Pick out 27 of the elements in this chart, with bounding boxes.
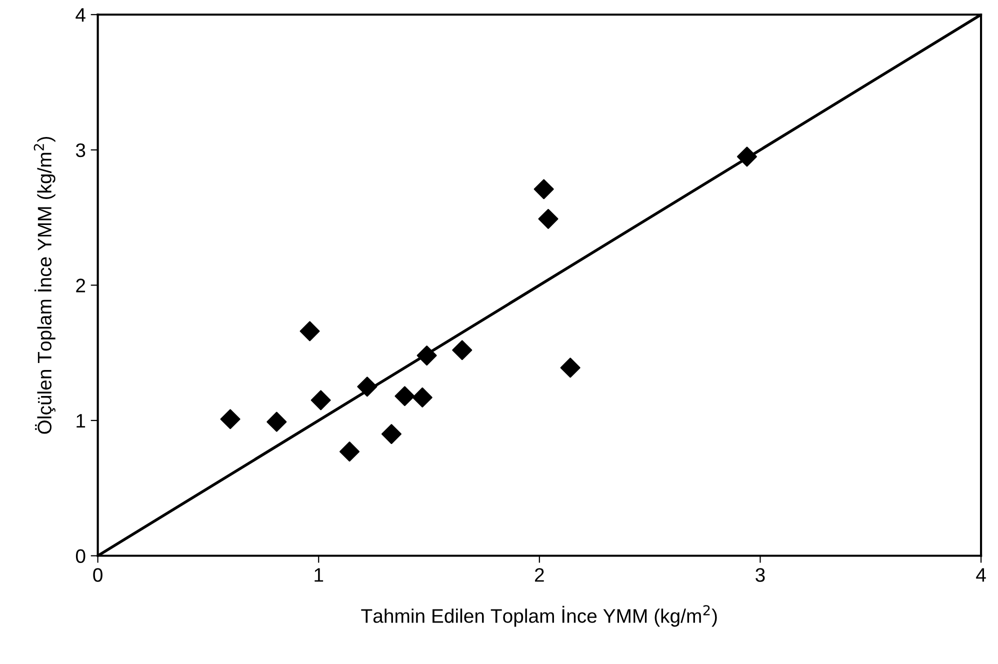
point xyxy=(736,146,757,167)
point xyxy=(266,412,287,432)
point xyxy=(310,390,331,410)
x-tick-label: 3 xyxy=(756,568,765,582)
point xyxy=(538,208,558,229)
point xyxy=(357,376,378,397)
point xyxy=(220,409,240,430)
x-tick-label: 4 xyxy=(976,568,986,582)
point xyxy=(416,346,437,366)
x-tick-label: 0 xyxy=(93,568,102,582)
x-tick-label: 2 xyxy=(534,568,544,582)
y-tick-label: 2 xyxy=(76,278,86,292)
x-tick-label: 1 xyxy=(314,568,324,582)
x-axis-title: Tahmin Edilen Toplam İnce YMM (kg/m$^{2}$) xyxy=(361,605,717,627)
point xyxy=(340,442,360,462)
y-axis-title: Ölçülen Toplam İnce YMM (kg/m$^{2}$) xyxy=(34,136,56,434)
point xyxy=(534,179,554,200)
point xyxy=(381,424,402,444)
y-tick-label: 3 xyxy=(76,143,86,158)
point xyxy=(300,321,320,342)
point xyxy=(394,386,415,406)
point xyxy=(412,387,432,408)
y-tick-label: 1 xyxy=(76,414,86,428)
point xyxy=(452,340,472,360)
y-tick-label: 0 xyxy=(76,549,86,564)
y-tick-label: 4 xyxy=(76,8,86,22)
point xyxy=(560,358,580,378)
